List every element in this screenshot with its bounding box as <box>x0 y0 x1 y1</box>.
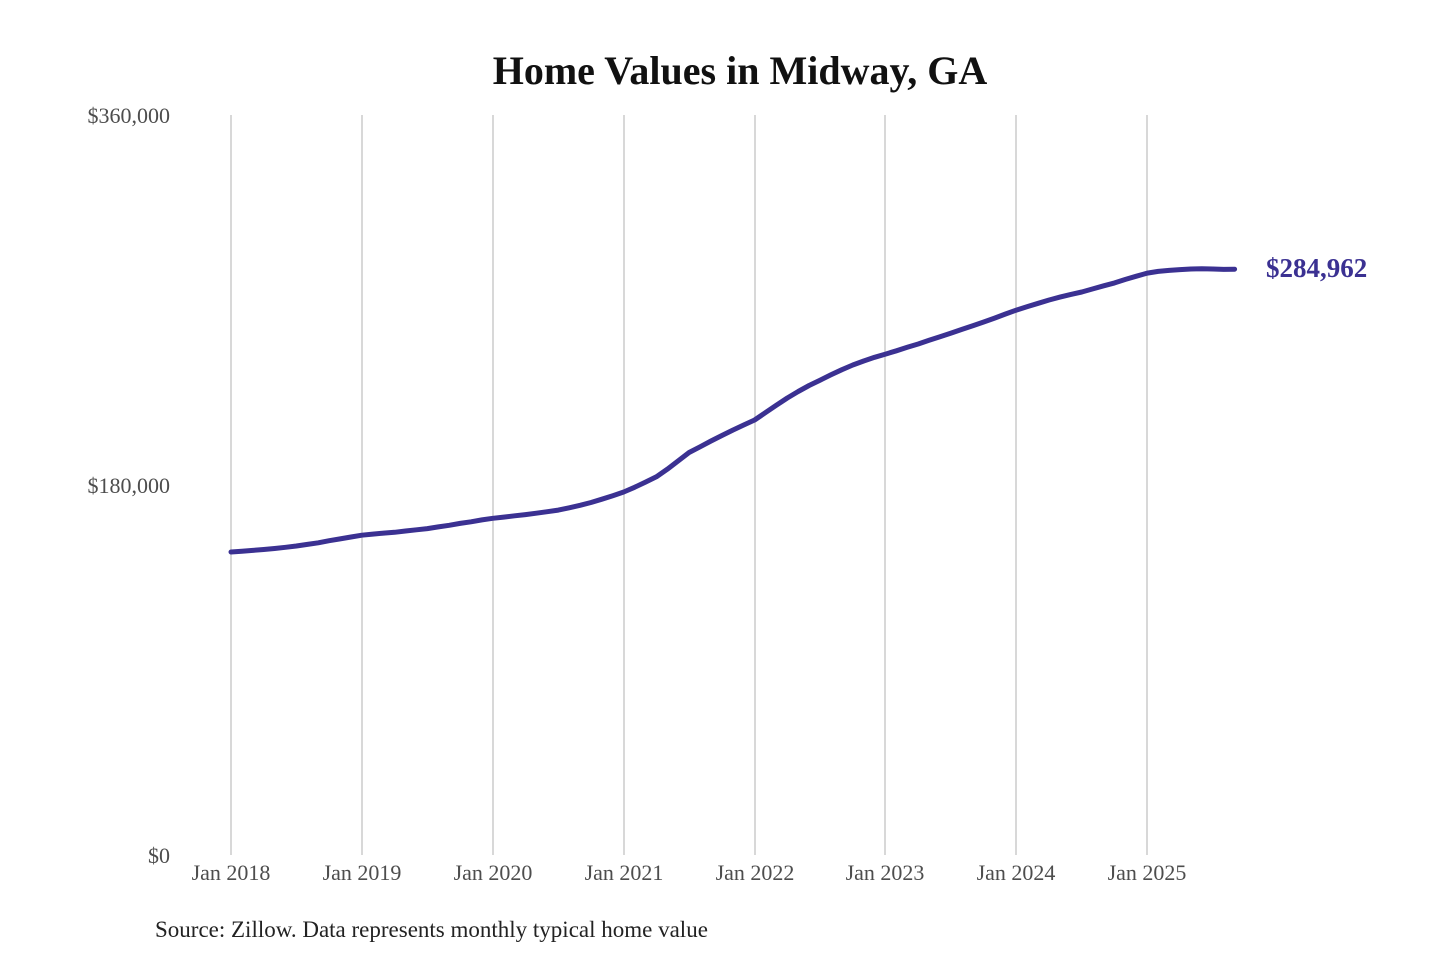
vertical-gridlines <box>230 115 1148 855</box>
x-tick-label-jan-2020: Jan 2020 <box>454 860 533 885</box>
y-axis-labels: $360,000 $180,000 $0 <box>88 103 171 868</box>
x-tick-label-jan-2018: Jan 2018 <box>192 860 271 885</box>
x-tick-label-jan-2019: Jan 2019 <box>323 860 402 885</box>
x-tick-label-jan-2023: Jan 2023 <box>846 860 925 885</box>
y-tick-label-180000: $180,000 <box>88 473 171 498</box>
x-tick-label-jan-2022: Jan 2022 <box>716 860 795 885</box>
y-tick-label-360000: $360,000 <box>88 103 171 128</box>
x-tick-label-jan-2021: Jan 2021 <box>585 860 664 885</box>
source-note: Source: Zillow. Data represents monthly … <box>155 917 708 942</box>
chart-title: Home Values in Midway, GA <box>493 48 988 93</box>
home-value-line <box>228 266 1238 555</box>
x-tick-label-jan-2024: Jan 2024 <box>977 860 1056 885</box>
final-value-label: $284,962 <box>1266 253 1367 283</box>
x-axis-labels: Jan 2018 Jan 2019 Jan 2020 Jan 2021 Jan … <box>192 860 1187 885</box>
x-tick-label-jan-2025: Jan 2025 <box>1108 860 1187 885</box>
y-tick-label-0: $0 <box>148 843 170 868</box>
